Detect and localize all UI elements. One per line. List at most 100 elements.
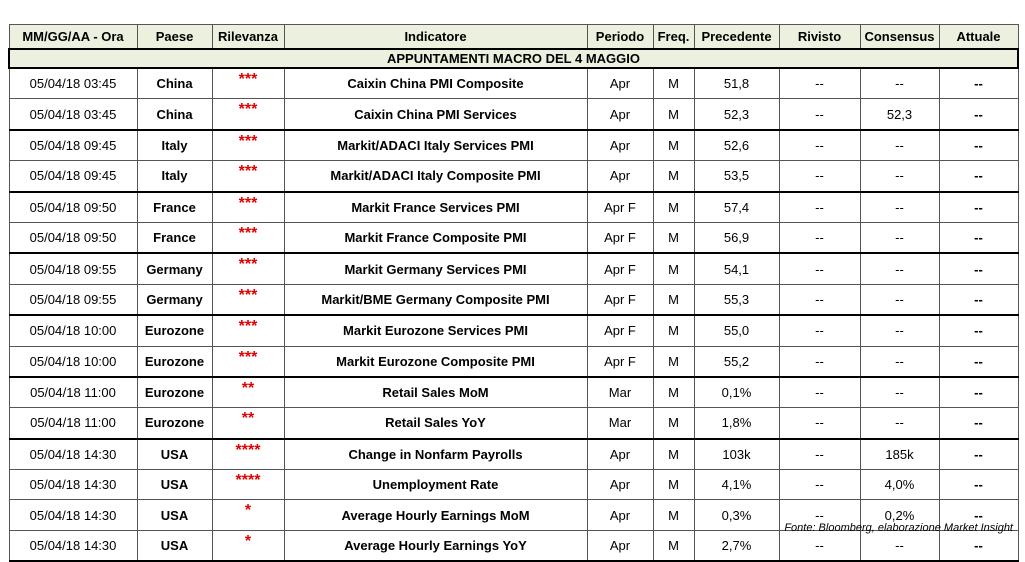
page: APPUNTAMENTI MACRO DEL 4 MAGGIO MM/GG/AA… (8, 24, 1019, 562)
table-cell: Unemployment Rate (283, 469, 588, 501)
table-cell: **** (211, 437, 285, 471)
table-cell: 53,5 (693, 160, 780, 193)
table-cell: Markit/ADACI Italy Services PMI (283, 128, 588, 162)
table-row: 05/04/18 14:30 USA * Average Hourly Earning… (8, 529, 1019, 562)
table-cell: 52,6 (693, 128, 780, 162)
table-cell: M (652, 469, 695, 501)
table-cell: -- (859, 375, 940, 409)
table-cell: Apr (586, 128, 654, 162)
table-cell: 05/04/18 09:55 (8, 252, 138, 285)
table-cell: Mar (586, 375, 654, 409)
table-cell: -- (778, 67, 861, 100)
column-header: Periodo (586, 24, 654, 50)
table-cell: M (652, 529, 695, 562)
table-cell: 05/04/18 14:30 (8, 437, 138, 471)
table-cell: -- (938, 407, 1019, 440)
table-cell: Apr (586, 67, 654, 100)
table-title: APPUNTAMENTI MACRO DEL 4 MAGGIO (8, 48, 1019, 69)
table-cell: Germany (136, 252, 213, 285)
table-cell: 0,3% (693, 499, 780, 531)
table-cell: Markit Germany Services PMI (283, 252, 588, 285)
table-row: 05/04/18 09:50 France *** Markit France Com… (8, 221, 1019, 254)
table-cell: Apr (586, 469, 654, 501)
table-cell: -- (859, 252, 940, 285)
table-cell: Average Hourly Earnings YoY (283, 529, 588, 562)
table-cell: M (652, 221, 695, 254)
table-cell: *** (211, 252, 285, 285)
table-row: 05/04/18 11:00 Eurozone ** Retail Sales YoY… (8, 407, 1019, 440)
table-cell: -- (938, 67, 1019, 100)
table-cell: -- (778, 128, 861, 162)
table-cell: Apr (586, 529, 654, 562)
table-cell: China (136, 67, 213, 100)
column-header: Indicatore (283, 24, 588, 50)
table-cell: -- (859, 529, 940, 562)
table-cell: ** (211, 407, 285, 440)
table-cell: China (136, 98, 213, 131)
table-cell: Apr (586, 160, 654, 193)
table-cell: -- (859, 314, 940, 347)
table-cell: 0,1% (693, 375, 780, 409)
table-cell: Retail Sales MoM (283, 375, 588, 409)
table-cell: **** (211, 469, 285, 501)
table-cell: M (652, 67, 695, 100)
table-cell: M (652, 375, 695, 409)
table-cell: 56,9 (693, 221, 780, 254)
table-cell: *** (211, 160, 285, 193)
table-cell: M (652, 437, 695, 471)
table-cell: Markit/BME Germany Composite PMI (283, 283, 588, 316)
table-cell: M (652, 252, 695, 285)
table-cell: -- (859, 160, 940, 193)
table-cell: -- (859, 128, 940, 162)
table-cell: -- (938, 160, 1019, 193)
table-cell: -- (938, 375, 1019, 409)
table-cell: Eurozone (136, 314, 213, 347)
table-cell: -- (778, 375, 861, 409)
table-row: 05/04/18 09:55 Germany *** Markit Germany S… (8, 252, 1019, 285)
table-row: 05/04/18 10:00 Eurozone *** Markit Eurozone… (8, 345, 1019, 378)
table-cell: M (652, 314, 695, 347)
table-cell: -- (778, 437, 861, 471)
table-cell: France (136, 221, 213, 254)
table-cell: USA (136, 499, 213, 531)
table-cell: Apr (586, 98, 654, 131)
table-cell: 05/04/18 03:45 (8, 67, 138, 100)
table-row: 05/04/18 10:00 Eurozone *** Markit Eurozone… (8, 314, 1019, 347)
table-cell: -- (938, 190, 1019, 223)
table-cell: Mar (586, 407, 654, 440)
table-cell: M (652, 190, 695, 223)
table-cell: USA (136, 529, 213, 562)
table-cell: Italy (136, 128, 213, 162)
column-header: Rivisto (778, 24, 861, 50)
table-cell: 05/04/18 10:00 (8, 345, 138, 378)
table-cell: Markit France Services PMI (283, 190, 588, 223)
table-cell: M (652, 283, 695, 316)
table-row: 05/04/18 14:30 USA * Average Hourly Earning… (8, 499, 1019, 531)
table-cell: 05/04/18 14:30 (8, 529, 138, 562)
table-cell: 05/04/18 09:50 (8, 221, 138, 254)
table-cell: 05/04/18 09:45 (8, 160, 138, 193)
table-row: 05/04/18 09:45 Italy *** Markit/ADACI Italy… (8, 128, 1019, 162)
table-cell: *** (211, 128, 285, 162)
table-cell: 05/04/18 11:00 (8, 407, 138, 440)
table-cell: -- (778, 160, 861, 193)
table-row: 05/04/18 11:00 Eurozone ** Retail Sales MoM… (8, 375, 1019, 409)
table-cell: Apr F (586, 190, 654, 223)
table-cell: 55,2 (693, 345, 780, 378)
table-cell: *** (211, 190, 285, 223)
table-cell: USA (136, 469, 213, 501)
macro-table: APPUNTAMENTI MACRO DEL 4 MAGGIO MM/GG/AA… (8, 24, 1019, 562)
table-cell: M (652, 499, 695, 531)
table-cell: -- (859, 67, 940, 100)
table-cell: Apr (586, 437, 654, 471)
table-cell: 2,7% (693, 529, 780, 562)
table-cell: Caixin China PMI Composite (283, 67, 588, 100)
table-cell: -- (938, 499, 1019, 531)
table-cell: -- (778, 407, 861, 440)
table-cell: -- (778, 252, 861, 285)
table-cell: *** (211, 314, 285, 347)
table-cell: 52,3 (693, 98, 780, 131)
column-header: Attuale (938, 24, 1019, 50)
table-cell: -- (778, 283, 861, 316)
column-header: Paese (136, 24, 213, 50)
